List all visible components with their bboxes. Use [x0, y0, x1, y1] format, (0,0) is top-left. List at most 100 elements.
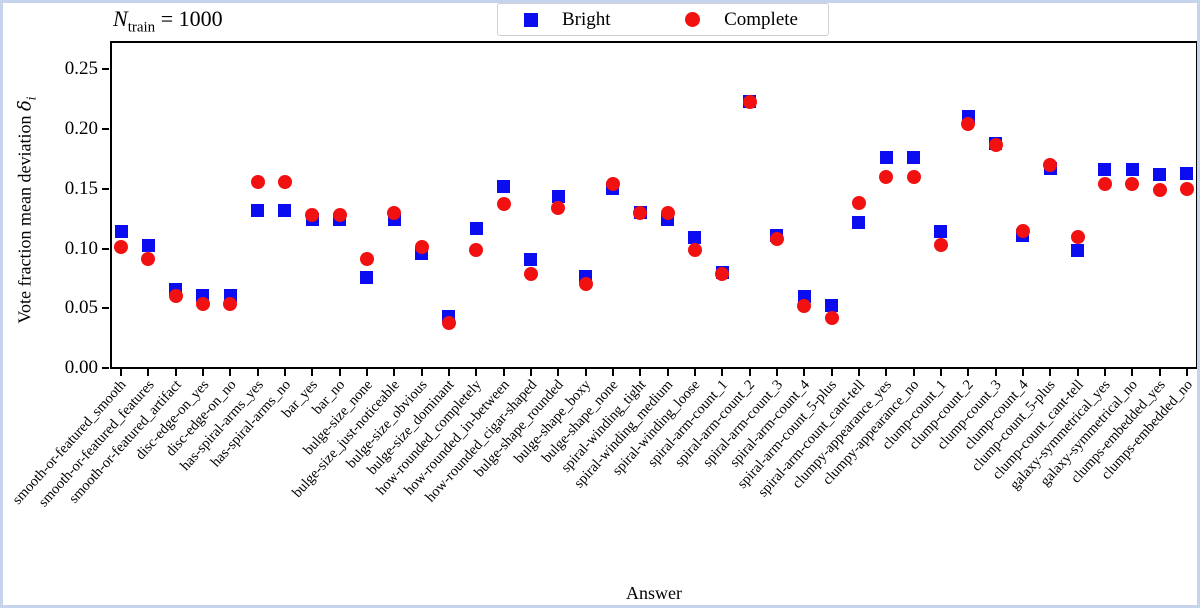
- x-tick-mark: [1131, 369, 1134, 376]
- x-tick-mark: [365, 369, 368, 376]
- x-tick-mark: [120, 369, 122, 376]
- complete-data-point: [387, 205, 402, 220]
- x-tick-mark: [1103, 369, 1106, 376]
- complete-data-point: [332, 208, 347, 223]
- bright-data-point: [1125, 163, 1139, 177]
- y-tick-mark: [102, 367, 109, 369]
- x-tick-mark: [201, 369, 204, 376]
- bright-data-point: [852, 215, 866, 229]
- x-tick-mark: [174, 369, 177, 376]
- x-tick-mark: [721, 369, 724, 376]
- x-tick-mark: [557, 369, 560, 376]
- complete-data-point: [605, 177, 620, 192]
- y-tick-mark: [102, 187, 109, 190]
- y-axis-label: Vote fraction mean deviation δi: [15, 96, 40, 323]
- complete-data-point: [523, 266, 538, 281]
- complete-data-point: [305, 208, 320, 223]
- x-tick-mark: [147, 369, 150, 376]
- x-tick-mark: [338, 369, 341, 376]
- complete-data-point: [988, 137, 1003, 152]
- complete-data-point: [633, 205, 648, 220]
- y-tick-mark: [102, 68, 109, 71]
- x-tick-mark: [475, 369, 478, 376]
- complete-data-point: [1043, 157, 1058, 172]
- bright-data-point: [1098, 163, 1112, 177]
- x-tick-mark: [885, 369, 888, 376]
- annotation-value: = 1000: [155, 6, 223, 31]
- x-tick-mark: [584, 369, 587, 376]
- bright-data-point: [688, 231, 702, 245]
- bright-data-point: [934, 225, 948, 239]
- y-tick-mark: [102, 247, 109, 250]
- bright-data-point: [825, 299, 839, 313]
- complete-data-point: [1152, 183, 1167, 198]
- bright-data-point: [1180, 166, 1194, 180]
- complete-data-point: [114, 240, 128, 255]
- x-tick-mark: [393, 369, 396, 376]
- complete-data-point: [250, 174, 265, 189]
- complete-data-point: [933, 238, 948, 252]
- bright-data-point: [251, 203, 265, 217]
- y-tick-mark: [102, 307, 109, 310]
- legend-label-complete: Complete: [724, 8, 798, 30]
- complete-data-point: [742, 94, 757, 109]
- complete-data-point: [1097, 177, 1112, 192]
- plot-area: [110, 41, 1198, 369]
- x-tick-mark: [1158, 369, 1161, 376]
- y-tick-label: 0.05: [64, 297, 98, 319]
- x-tick-mark: [1049, 369, 1052, 376]
- x-tick-mark: [803, 369, 806, 376]
- x-tick-mark: [502, 369, 505, 376]
- complete-data-point: [441, 315, 456, 330]
- complete-data-point: [660, 205, 675, 220]
- complete-data-point: [414, 240, 429, 255]
- x-tick-mark: [639, 369, 642, 376]
- x-tick-mark: [857, 369, 860, 376]
- complete-data-point: [359, 252, 374, 267]
- complete-data-point: [769, 232, 784, 247]
- complete-data-point: [551, 200, 566, 215]
- y-tick-label: 0.25: [64, 58, 98, 80]
- x-tick-mark: [994, 369, 997, 376]
- y-tick-label: 0.20: [64, 118, 98, 140]
- complete-data-point: [1070, 229, 1085, 244]
- x-tick-mark: [693, 369, 696, 376]
- bright-data-point: [497, 179, 511, 193]
- complete-data-point: [496, 197, 511, 212]
- y-tick-label: 0.00: [64, 357, 98, 378]
- bright-data-point: [360, 270, 374, 284]
- legend: Bright Complete: [497, 3, 829, 36]
- complete-data-point: [141, 252, 156, 267]
- bright-data-point: [879, 151, 893, 165]
- x-tick-mark: [611, 369, 614, 376]
- bright-square-marker-icon: [524, 12, 538, 27]
- x-tick-mark: [666, 369, 669, 376]
- legend-label-bright: Bright: [562, 8, 611, 30]
- y-tick-mark: [102, 128, 109, 131]
- x-tick-mark: [311, 369, 314, 376]
- x-tick-mark: [1185, 369, 1188, 376]
- complete-data-point: [168, 289, 183, 304]
- complete-data-point: [277, 174, 292, 189]
- y-tick-label: 0.15: [64, 177, 98, 199]
- bright-data-point: [469, 221, 483, 235]
- x-tick-mark: [447, 369, 450, 376]
- x-tick-mark: [420, 369, 423, 376]
- legend-item-bright: Bright: [524, 9, 611, 31]
- x-tick-mark: [748, 369, 751, 376]
- complete-data-point: [961, 117, 976, 132]
- bright-data-point: [141, 238, 155, 252]
- x-tick-mark: [529, 369, 532, 376]
- bright-data-point: [278, 203, 292, 217]
- bright-data-point: [907, 151, 921, 165]
- x-tick-mark: [830, 369, 833, 376]
- x-tick-mark: [283, 369, 286, 376]
- complete-data-point: [797, 298, 812, 313]
- y-axis-label-delta-sub: i: [24, 96, 39, 101]
- x-axis-label: Answer: [626, 583, 682, 603]
- complete-data-point: [879, 169, 894, 184]
- plot-annotation: Ntrain = 1000: [113, 6, 223, 36]
- complete-data-point: [851, 196, 866, 211]
- y-tick-label: 0.10: [64, 237, 98, 259]
